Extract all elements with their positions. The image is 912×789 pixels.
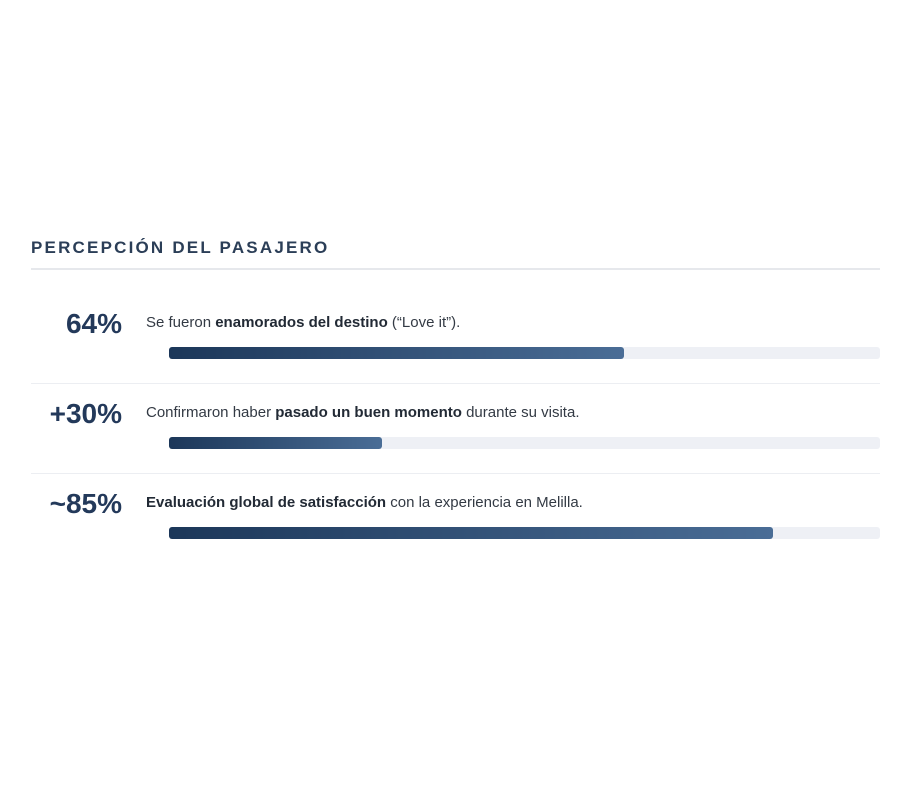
row-separator <box>31 383 880 384</box>
stat-row: 64% Se fueron enamorados del destino (“Lo… <box>31 294 880 384</box>
bold-text: enamorados del destino <box>215 314 388 331</box>
stat-description: Evaluación global de satisfacción con la… <box>146 494 583 511</box>
stat-label: +30% <box>49 398 122 429</box>
stat-label: ~85% <box>49 488 122 519</box>
progress-bar <box>169 437 383 449</box>
section-title: PERCEPCIÓN DEL PASAJERO <box>31 238 330 257</box>
text: durante su visita. <box>461 404 580 421</box>
row-separator <box>31 473 880 474</box>
text: con la experiencia en Melilla. <box>386 494 583 511</box>
bold-text: Evaluación global de satisfacción <box>146 494 387 511</box>
stat-row: +30% Confirmaron haber pasado un buen mom… <box>31 384 880 474</box>
progress-track <box>169 347 880 359</box>
text: Confirmaron haber <box>146 404 276 421</box>
progress-track <box>169 437 880 449</box>
text: Se fueron <box>146 314 216 331</box>
stat-label: 64% <box>65 308 122 339</box>
stat-row: ~85% Evaluación global de satisfacción co… <box>31 474 880 564</box>
progress-bar <box>169 347 625 359</box>
title-rule <box>31 268 880 270</box>
stat-description: Confirmaron haber pasado un buen momento… <box>146 404 579 421</box>
progress-bar <box>169 527 774 539</box>
progress-track <box>169 527 880 539</box>
bold-text: pasado un buen momento <box>275 404 462 421</box>
stat-description: Se fueron enamorados del destino (“Love … <box>146 314 460 331</box>
text: (“Love it”). <box>387 314 461 331</box>
